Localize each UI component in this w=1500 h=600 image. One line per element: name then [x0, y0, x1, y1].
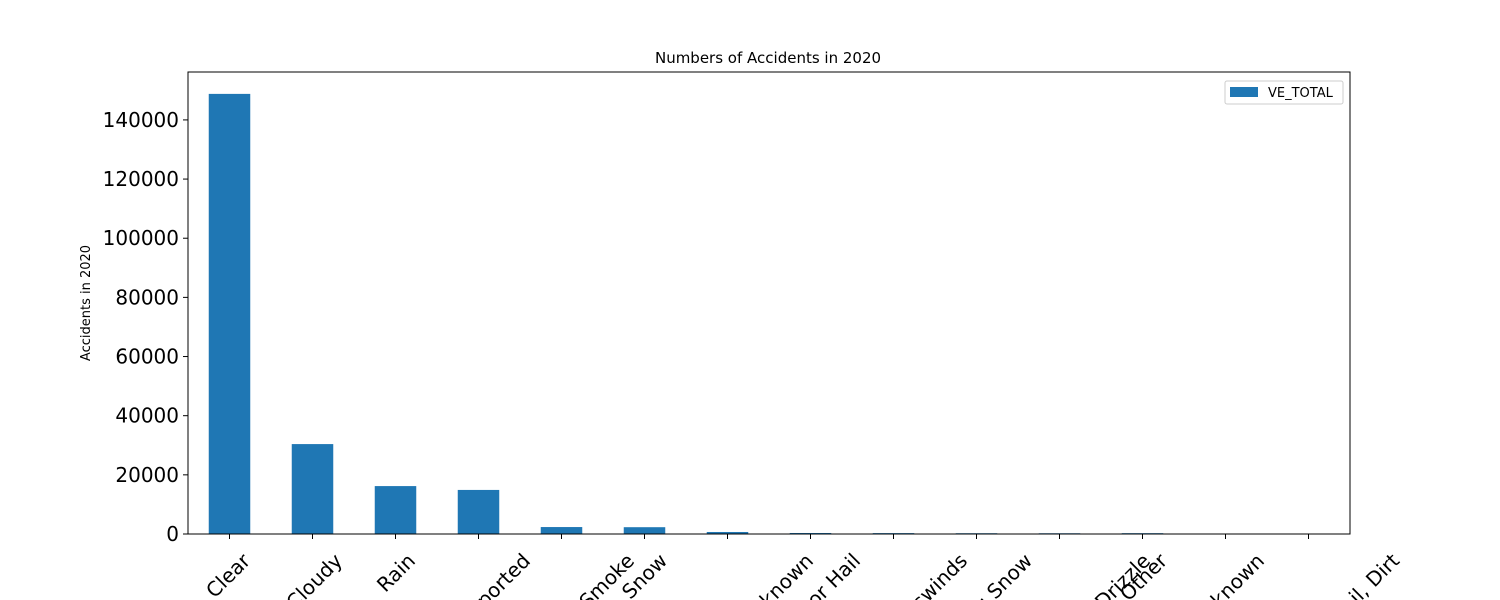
x-tick-label: il, Dirt: [1344, 548, 1404, 600]
legend-box: [1224, 80, 1344, 105]
x-tick-label: or Hail: [802, 549, 865, 600]
y-axis-label: Accidents in 2020: [79, 245, 94, 361]
x-tick-label: swinds: [907, 549, 972, 600]
y-tick-label: 20000: [115, 463, 179, 487]
bar: [291, 444, 334, 534]
y-tick-label: 0: [166, 522, 179, 546]
y-tick-label: 100000: [103, 226, 179, 250]
bar: [208, 93, 251, 534]
plot-frame: [187, 71, 1351, 535]
bar: [623, 527, 666, 534]
chart-title: Numbers of Accidents in 2020: [655, 49, 881, 67]
bar: [789, 532, 832, 534]
y-tick-label: 60000: [115, 345, 179, 369]
x-tick-label: ported: [471, 549, 535, 600]
bar: [457, 489, 500, 534]
x-tick-label: Clear: [201, 548, 256, 600]
y-tick-label: 80000: [115, 285, 179, 309]
x-tick-label: nknown: [1197, 549, 1269, 600]
bar: [540, 527, 583, 534]
y-tick-label: 40000: [115, 404, 179, 428]
x-tick-label: g Snow: [968, 549, 1037, 600]
legend-swatch: [1230, 87, 1258, 97]
bar: [374, 486, 417, 534]
y-tick-label: 140000: [103, 108, 179, 132]
legend-label: VE_TOTAL: [1268, 86, 1334, 101]
x-tick-label: Rain: [372, 549, 420, 597]
bar: [706, 531, 749, 534]
x-tick-label: Cloudy: [281, 548, 347, 600]
y-tick-label: 120000: [103, 167, 179, 191]
